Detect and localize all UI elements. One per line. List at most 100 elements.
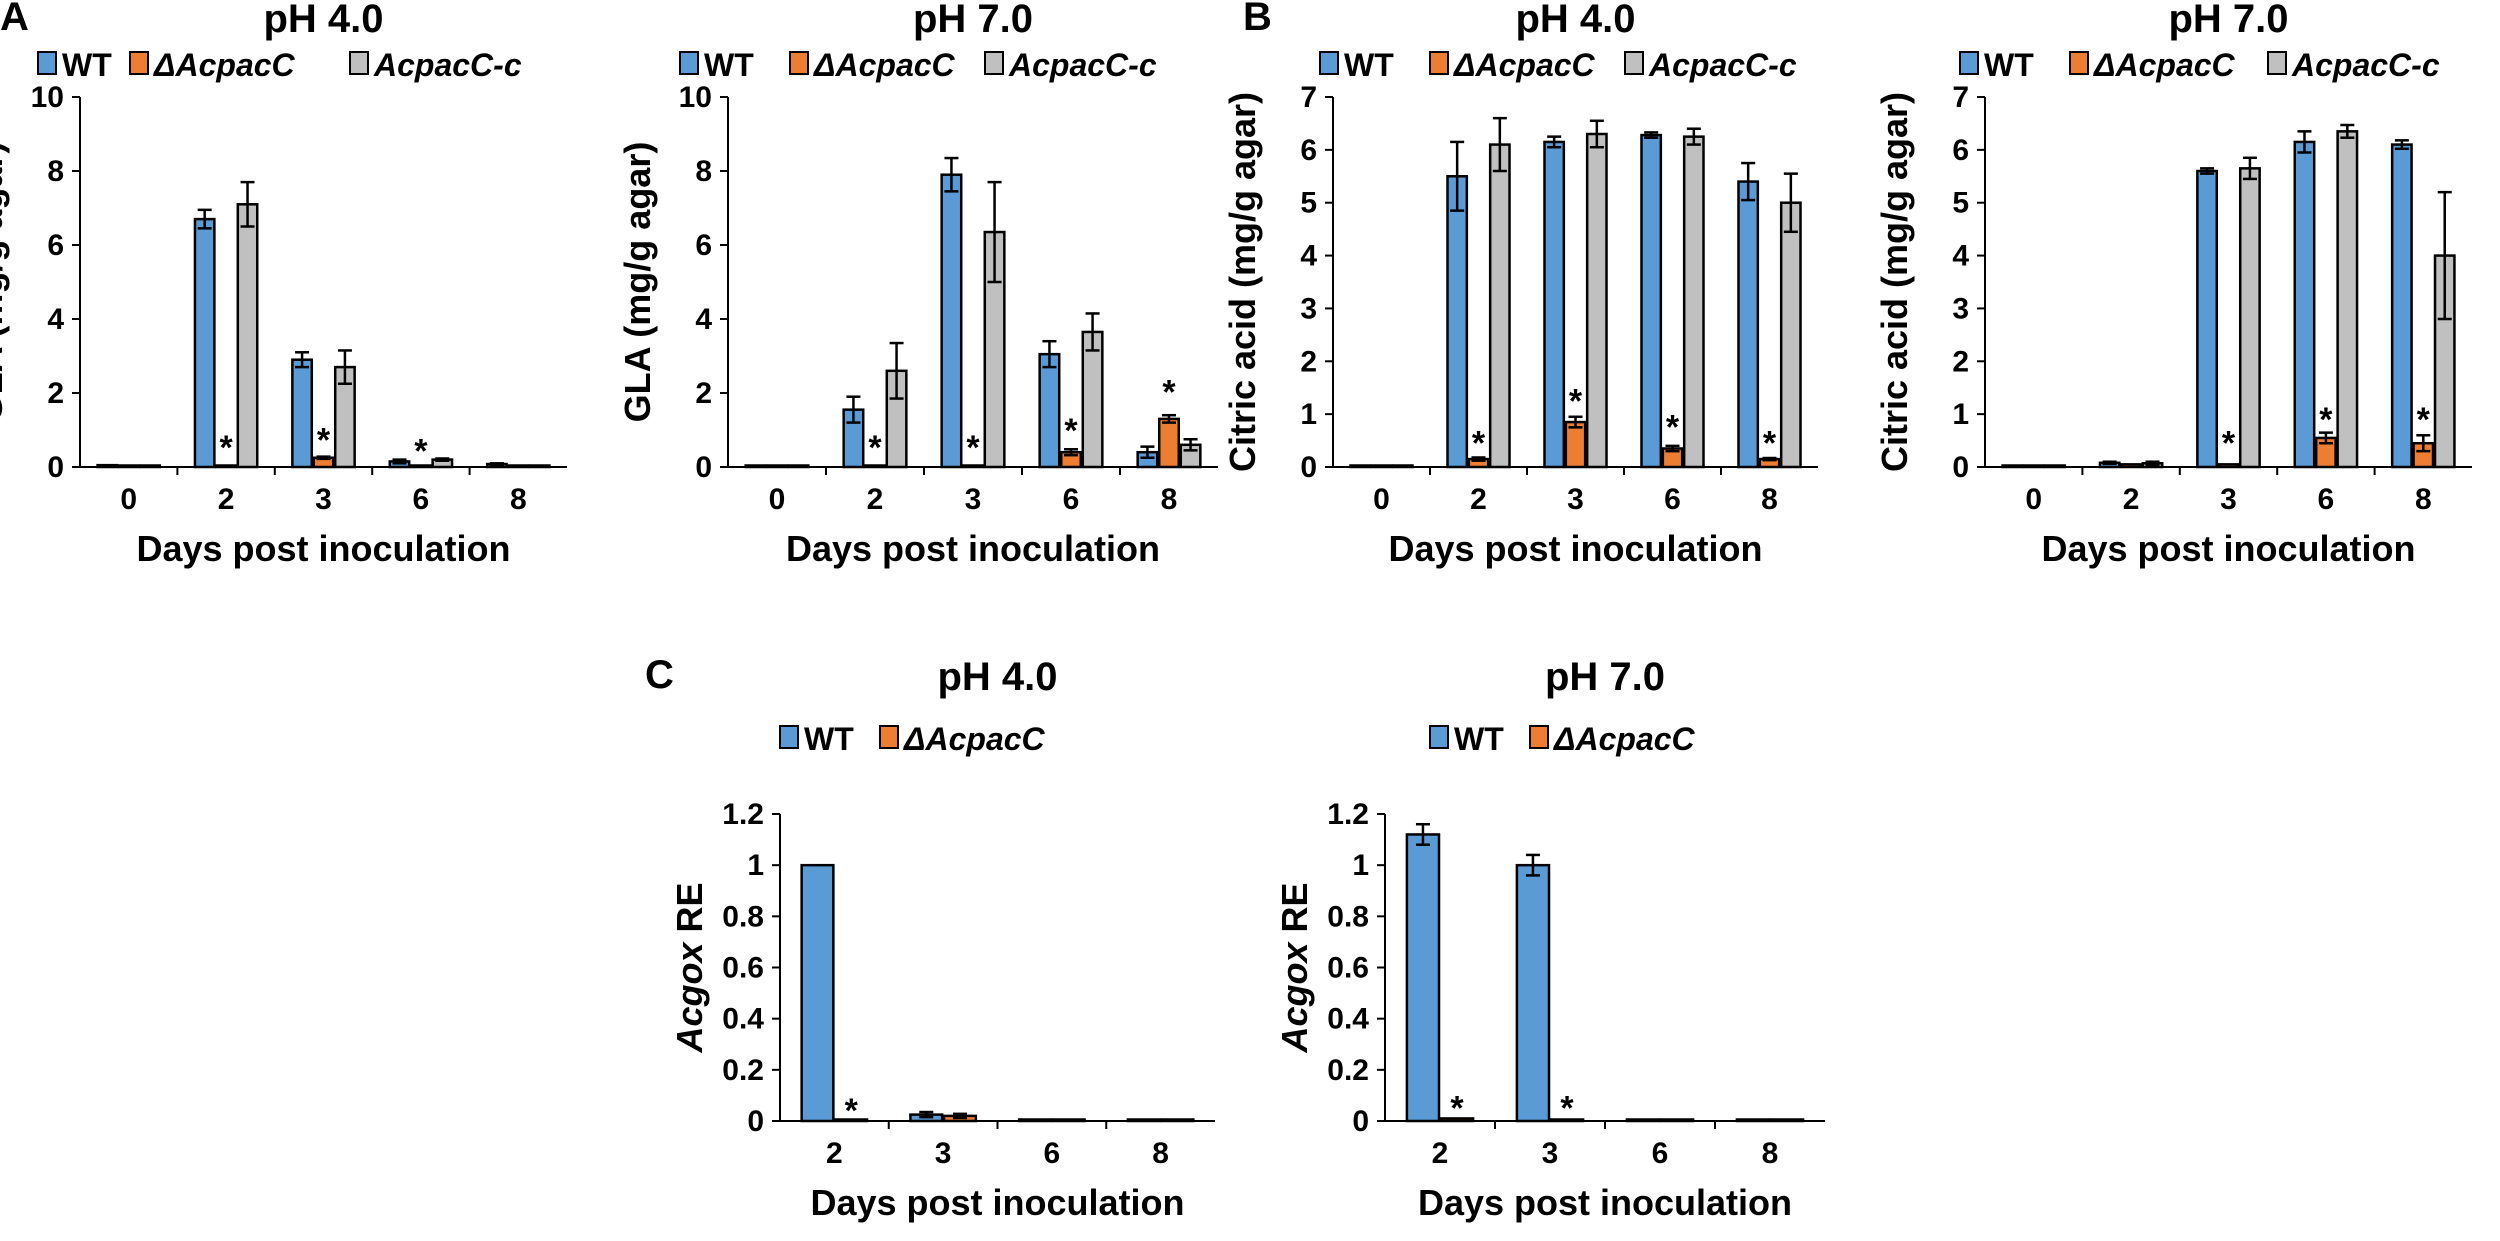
legend-label-2: ΔAcpacC <box>2093 47 2236 83</box>
x-tick-label: 8 <box>1161 483 1178 516</box>
bar <box>2001 464 2024 469</box>
x-tick-label: 2 <box>1432 1137 1449 1170</box>
y-tick-label: 0 <box>1300 451 1317 484</box>
x-tick-label: 6 <box>413 483 430 516</box>
legend-label-3: AcpacC-c <box>1648 47 1797 83</box>
y-axis-label: Acgox RE <box>669 882 710 1053</box>
bar <box>507 464 530 469</box>
y-tick-label: 2 <box>47 377 64 410</box>
y-tick-label: 0 <box>1952 451 1969 484</box>
y-tick-label: 0.2 <box>1327 1054 1369 1087</box>
y-tick-label: 7 <box>1300 81 1317 114</box>
bar <box>96 463 119 469</box>
bar <box>1017 1118 1053 1123</box>
bar <box>863 464 887 469</box>
x-tick-label: 0 <box>1373 483 1390 516</box>
chart-title: pH 4.0 <box>263 0 383 41</box>
bar <box>2390 143 2413 469</box>
panel-letter-B: B <box>1243 0 1272 39</box>
legend-swatch-3 <box>1624 51 1644 75</box>
significance-star: * <box>1569 382 1583 420</box>
legend-label-2: ΔAcpacC <box>903 721 1046 757</box>
bar <box>787 464 810 469</box>
y-tick-label: 1 <box>747 849 764 882</box>
y-axis-label: Citric acid (mg/g agar) <box>1874 92 1915 472</box>
bar <box>940 173 963 469</box>
y-tick-label: 10 <box>31 81 64 114</box>
y-tick-label: 0 <box>1352 1105 1369 1138</box>
bar <box>1405 833 1441 1123</box>
bar <box>139 464 162 469</box>
legend-swatch-1 <box>1319 51 1339 75</box>
y-tick-label: 4 <box>1952 240 1969 273</box>
y-tick-label: 0.8 <box>722 900 764 933</box>
bar <box>1659 1118 1695 1123</box>
legend-label-2: ΔAcpacC <box>1553 721 1696 757</box>
chart-title: pH 4.0 <box>937 655 1057 699</box>
x-tick-label: 2 <box>218 483 235 516</box>
x-tick-label: 8 <box>1761 483 1778 516</box>
x-axis-label: Days post inoculation <box>810 1182 1184 1223</box>
x-tick-label: 6 <box>2318 483 2335 516</box>
chart-title: pH 4.0 <box>1515 0 1635 41</box>
significance-star: * <box>1064 412 1078 450</box>
bar <box>1779 201 1802 469</box>
x-axis-label: Days post inoculation <box>1418 1182 1792 1223</box>
bar <box>834 1118 869 1123</box>
legend-swatch-1 <box>679 51 699 75</box>
bar <box>1564 420 1587 469</box>
bar <box>1543 140 1566 469</box>
legend-swatch-2 <box>1429 51 1449 75</box>
significance-star: * <box>1162 373 1176 411</box>
legend-label-1: WT <box>704 47 754 83</box>
bar <box>800 863 835 1123</box>
panel-letter-C: C <box>645 653 674 697</box>
y-tick-label: 8 <box>47 155 64 188</box>
x-tick-label: 3 <box>965 483 982 516</box>
legend-swatch-3 <box>984 51 1004 75</box>
bar <box>1682 135 1705 469</box>
x-tick-label: 8 <box>1152 1137 1169 1170</box>
legend-swatch-3 <box>349 51 369 75</box>
y-tick-label: 0.2 <box>722 1054 764 1087</box>
y-axis-label: GLA (mg/g agar) <box>0 142 10 423</box>
x-tick-label: 2 <box>867 483 884 516</box>
y-tick-label: 1.2 <box>722 798 764 831</box>
bar <box>117 464 140 469</box>
x-tick-label: 3 <box>935 1137 952 1170</box>
significance-star: * <box>1763 425 1777 463</box>
bar <box>1585 132 1608 469</box>
y-tick-label: 1 <box>1300 398 1317 431</box>
chart-6: pH 7.0 WT ΔAcpacC 0 0.2 0.4 0.6 0.8 1 1.2 2 3 6 8 * * Da… <box>1274 655 1825 1223</box>
bar <box>1488 143 1511 469</box>
x-axis-label: Days post inoculation <box>136 528 510 569</box>
x-tick-label: 3 <box>1542 1137 1559 1170</box>
y-tick-label: 0 <box>47 451 64 484</box>
bar <box>1051 1118 1086 1123</box>
legend-label-1: WT <box>804 721 854 757</box>
x-tick-label: 2 <box>826 1137 843 1170</box>
y-tick-label: 6 <box>47 229 64 262</box>
legend-label-3: AcpacC-c <box>1008 47 1157 83</box>
bar <box>1446 175 1469 469</box>
chart-title: pH 7.0 <box>913 0 1033 41</box>
legend-swatch-2 <box>2069 51 2089 75</box>
significance-star: * <box>868 429 882 467</box>
y-axis-label-rest: RE <box>669 882 710 942</box>
y-tick-label: 0.6 <box>722 952 764 985</box>
legend-label-3: AcpacC-c <box>373 47 522 83</box>
x-tick-label: 3 <box>315 483 332 516</box>
legend-swatch-2 <box>1529 725 1549 749</box>
y-tick-label: 4 <box>47 303 64 336</box>
y-tick-label: 0.4 <box>722 1003 764 1036</box>
x-axis-label: Days post inoculation <box>1388 528 1762 569</box>
y-tick-label: 6 <box>695 229 712 262</box>
x-tick-label: 0 <box>769 483 786 516</box>
y-axis-label: GLA (mg/g agar) <box>617 142 658 423</box>
x-axis-label: Days post inoculation <box>2041 528 2415 569</box>
legend-swatch-1 <box>1959 51 1979 75</box>
y-axis-label: Citric acid (mg/g agar) <box>1222 92 1263 472</box>
y-tick-label: 1 <box>1952 398 1969 431</box>
legend-label-1: WT <box>1344 47 1394 83</box>
